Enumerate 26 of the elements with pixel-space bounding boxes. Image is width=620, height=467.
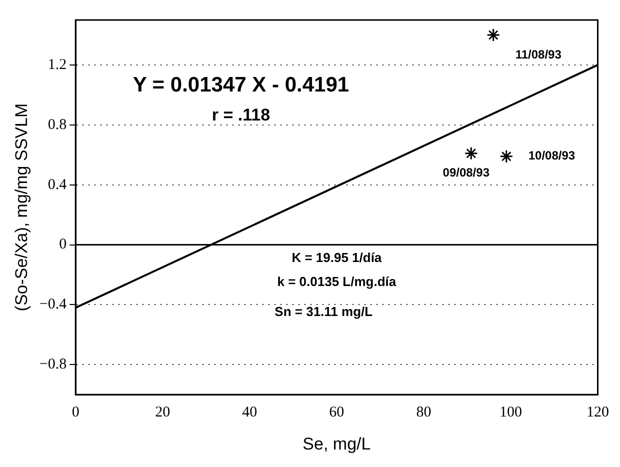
x-tick-label: 20 [155, 404, 170, 421]
y-tick-label: 0.8 [48, 116, 67, 133]
y-tick-label: 1.2 [48, 56, 67, 73]
annotation: 11/08/93 [515, 47, 562, 62]
annotation: Sn = 31.11 mg/L [274, 304, 373, 319]
annotation: Y = 0.01347 X - 0.4191 [132, 74, 350, 97]
annotation: k = 0.0135 L/mg.día [277, 274, 397, 289]
point [486, 28, 500, 42]
x-tick-label: 100 [499, 404, 522, 421]
x-tick-label: 0 [72, 404, 80, 421]
point [500, 150, 514, 164]
y-tick-label: −0.8 [39, 356, 67, 373]
x-axis-title: Se, mg/L [302, 434, 371, 454]
annotation: 10/08/93 [528, 148, 576, 163]
x-tick-label: 120 [586, 404, 609, 421]
y-tick-label: 0.4 [48, 176, 68, 193]
annotation: 09/08/93 [442, 166, 490, 180]
x-tick-label: 60 [329, 404, 344, 421]
y-tick-label: −0.4 [39, 296, 68, 313]
y-tick-label: 0 [59, 236, 67, 253]
point [464, 146, 478, 160]
x-tick-label: 40 [242, 404, 258, 421]
annotation: r = .118 [212, 106, 270, 125]
annotation: K = 19.95 1/día [292, 250, 382, 265]
y-axis-title: (So-Se/Xa), mg/mg SSVLM [12, 103, 31, 312]
x-tick-label: 80 [416, 404, 432, 421]
